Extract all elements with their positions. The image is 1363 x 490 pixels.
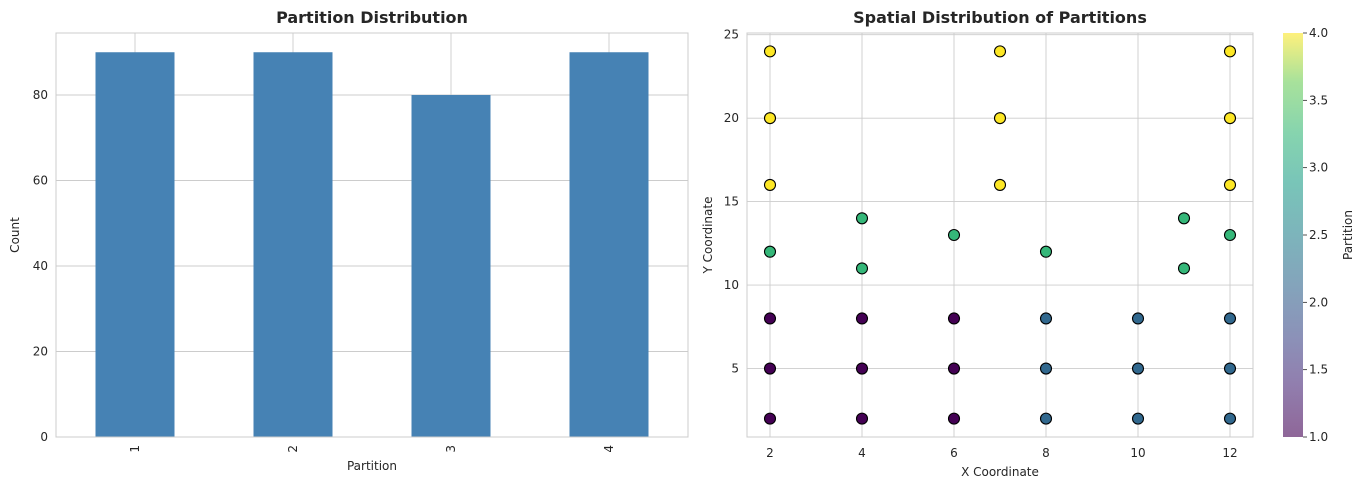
bar-partition-1 xyxy=(95,52,175,437)
scatter-xtick-label: 2 xyxy=(766,446,774,460)
scatter-point-partition-4 xyxy=(993,45,1007,58)
scatter-chart: 2 4 6 8 10 12 5 10 15 20 25 Spatial Distribution o… xyxy=(701,8,1254,479)
bar-chart: 0 20 40 60 80 1 2 3 4 Partition Distribution Par… xyxy=(8,8,689,473)
scatter-ytick-label: 15 xyxy=(724,195,739,209)
scatter-point-partition-3 xyxy=(763,245,777,258)
scatter-ytick-label: 25 xyxy=(724,28,739,42)
scatter-chart-title: Spatial Distribution of Partitions xyxy=(853,8,1147,27)
scatter-point-partition-2 xyxy=(1131,362,1145,375)
scatter-xtick-label: 12 xyxy=(1222,446,1237,460)
scatter-chart-xlabel: X Coordinate xyxy=(961,465,1039,479)
scatter-xtick-label: 10 xyxy=(1130,446,1145,460)
scatter-point-partition-1 xyxy=(947,362,961,375)
scatter-point-partition-2 xyxy=(1223,362,1237,375)
colorbar-gradient xyxy=(1283,33,1303,437)
bar-ytick-label: 80 xyxy=(33,88,48,102)
colorbar-tick-label: 2.0 xyxy=(1309,295,1328,309)
scatter-point-partition-3 xyxy=(1177,262,1191,275)
scatter-xtick-label: 6 xyxy=(950,446,958,460)
scatter-point-partition-4 xyxy=(993,178,1007,191)
scatter-ytick-label: 20 xyxy=(724,111,739,125)
scatter-point-partition-3 xyxy=(1039,245,1053,258)
scatter-xtick-label: 4 xyxy=(858,446,866,460)
scatter-point-partition-4 xyxy=(993,112,1007,125)
bar-chart-ylabel: Count xyxy=(8,217,22,253)
scatter-point-partition-2 xyxy=(1223,412,1237,425)
bar-ytick-label: 20 xyxy=(33,344,48,358)
bar-chart-title: Partition Distribution xyxy=(276,8,468,27)
scatter-point-partition-4 xyxy=(1223,178,1237,191)
bar-xtick-label: 2 xyxy=(286,445,300,453)
scatter-point-partition-4 xyxy=(1223,112,1237,125)
scatter-ytick-label: 5 xyxy=(731,362,739,376)
bar-partition-2 xyxy=(253,52,333,437)
scatter-chart-ticks: 2 4 6 8 10 12 5 10 15 20 25 xyxy=(724,28,1238,460)
scatter-point-partition-1 xyxy=(947,412,961,425)
scatter-point-partition-3 xyxy=(855,212,869,225)
scatter-point-partition-1 xyxy=(855,362,869,375)
scatter-point-partition-4 xyxy=(1223,45,1237,58)
scatter-point-partition-4 xyxy=(763,178,777,191)
colorbar-tick-label: 4.0 xyxy=(1309,26,1328,40)
scatter-point-partition-1 xyxy=(855,412,869,425)
scatter-point-partition-1 xyxy=(763,412,777,425)
colorbar: 1.0 1.5 2.0 2.5 3.0 3.5 4.0 Partition xyxy=(1283,26,1355,444)
scatter-point-partition-3 xyxy=(1177,212,1191,225)
bar-chart-bars xyxy=(95,52,649,438)
scatter-point-partition-4 xyxy=(763,45,777,58)
scatter-chart-points xyxy=(763,45,1237,425)
scatter-point-partition-1 xyxy=(855,312,869,325)
scatter-point-partition-2 xyxy=(1039,312,1053,325)
bar-xtick-label: 3 xyxy=(444,445,458,453)
scatter-point-partition-2 xyxy=(1223,312,1237,325)
bar-ytick-label: 0 xyxy=(40,430,48,444)
scatter-point-partition-2 xyxy=(1131,312,1145,325)
bar-partition-4 xyxy=(569,52,649,437)
scatter-point-partition-2 xyxy=(1039,362,1053,375)
bar-chart-ticks: 0 20 40 60 80 1 2 3 4 xyxy=(33,88,616,453)
colorbar-ticks: 1.0 1.5 2.0 2.5 3.0 3.5 4.0 xyxy=(1303,26,1328,444)
scatter-point-partition-2 xyxy=(1131,412,1145,425)
bar-xtick-label: 1 xyxy=(128,445,142,453)
scatter-point-partition-1 xyxy=(763,312,777,325)
colorbar-tick-label: 1.0 xyxy=(1309,430,1328,444)
scatter-point-partition-2 xyxy=(1039,412,1053,425)
bar-chart-frame xyxy=(55,32,689,438)
bar-xtick-label: 4 xyxy=(602,445,616,453)
bar-ytick-label: 40 xyxy=(33,259,48,273)
colorbar-tick-label: 1.5 xyxy=(1309,363,1328,377)
scatter-chart-ylabel: Y Coordinate xyxy=(701,197,715,275)
colorbar-tick-label: 3.5 xyxy=(1309,93,1328,107)
scatter-point-partition-3 xyxy=(855,262,869,275)
scatter-point-partition-3 xyxy=(1223,228,1237,242)
bar-chart-xlabel: Partition xyxy=(347,459,397,473)
colorbar-tick-label: 2.5 xyxy=(1309,228,1328,242)
colorbar-tick-label: 3.0 xyxy=(1309,161,1328,175)
bar-partition-3 xyxy=(411,94,491,438)
scatter-xtick-label: 8 xyxy=(1042,446,1050,460)
scatter-point-partition-1 xyxy=(947,312,961,325)
scatter-ytick-label: 10 xyxy=(724,278,739,292)
scatter-point-partition-1 xyxy=(763,362,777,375)
scatter-chart-grid xyxy=(747,33,1253,437)
scatter-point-partition-4 xyxy=(763,112,777,125)
colorbar-label: Partition xyxy=(1341,210,1355,260)
scatter-chart-frame xyxy=(746,32,1254,438)
scatter-point-partition-3 xyxy=(947,228,961,242)
bar-ytick-label: 60 xyxy=(33,173,48,187)
